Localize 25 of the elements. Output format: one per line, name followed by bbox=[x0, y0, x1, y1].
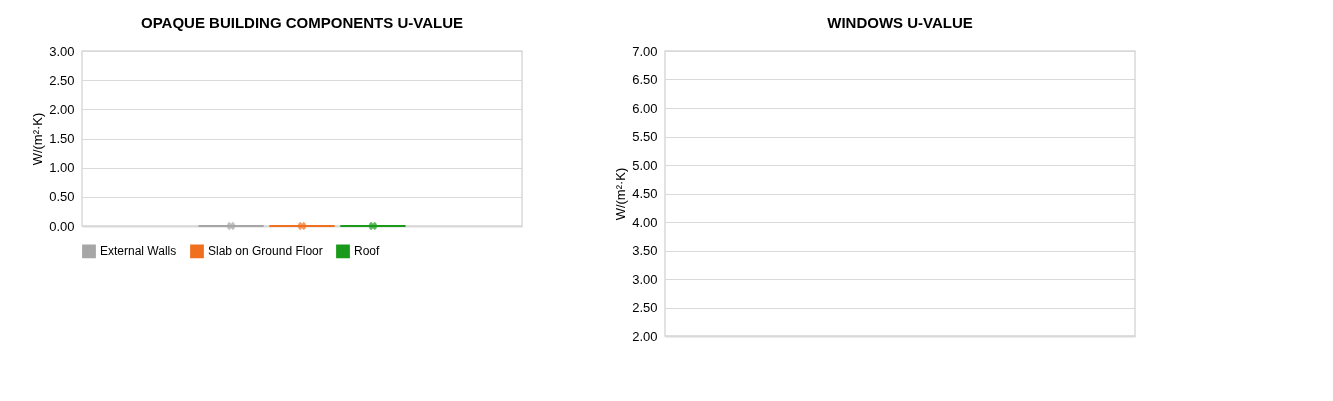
chart-title: OPAQUE BUILDING COMPONENTS U-VALUE bbox=[141, 14, 463, 31]
chart-title: WINDOWS U-VALUE bbox=[827, 14, 973, 31]
legend-label: External Walls bbox=[100, 244, 177, 259]
y-tick-label: 2.50 bbox=[632, 300, 658, 315]
legend-label: Roof bbox=[354, 244, 381, 259]
y-tick-label: 6.50 bbox=[632, 72, 658, 87]
y-axis-title: W/(m²·K) bbox=[613, 167, 629, 221]
y-tick-label: 7.00 bbox=[632, 43, 658, 59]
y-tick-label: 3.50 bbox=[632, 243, 658, 258]
y-tick-label: 3.00 bbox=[49, 43, 75, 59]
y-tick-label: 4.50 bbox=[632, 186, 658, 201]
y-tick-label: 3.00 bbox=[632, 271, 658, 287]
y-tick-label: 5.00 bbox=[632, 157, 658, 173]
y-tick-label: 2.00 bbox=[632, 328, 658, 344]
y-tick-label: 2.50 bbox=[49, 72, 75, 88]
y-tick-label: 0.00 bbox=[49, 218, 75, 234]
y-tick-label: 4.00 bbox=[632, 214, 658, 230]
y-tick-label: 6.00 bbox=[632, 100, 658, 116]
legend-label: Slab on Ground Floor bbox=[208, 244, 323, 259]
y-tick-label: 0.50 bbox=[49, 189, 75, 205]
y-tick-label: 2.00 bbox=[49, 101, 75, 117]
y-tick-label: 1.50 bbox=[49, 131, 75, 146]
y-axis-title: W/(m²·K) bbox=[30, 112, 46, 166]
y-tick-label: 5.50 bbox=[632, 129, 658, 144]
y-tick-label: 1.00 bbox=[49, 160, 75, 176]
